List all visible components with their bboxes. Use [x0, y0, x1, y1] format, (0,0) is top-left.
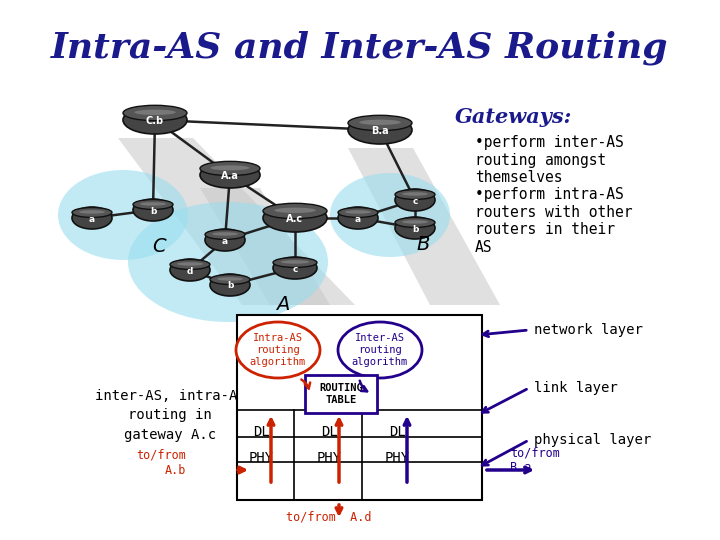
Text: network layer: network layer	[534, 323, 643, 337]
Ellipse shape	[177, 262, 203, 266]
Text: physical layer: physical layer	[534, 433, 652, 447]
Ellipse shape	[140, 202, 166, 206]
Ellipse shape	[395, 218, 435, 227]
Text: A.a: A.a	[221, 171, 239, 181]
Bar	[305, 375, 377, 413]
Text: d: d	[186, 267, 193, 275]
Ellipse shape	[281, 260, 310, 264]
Text: c: c	[292, 265, 297, 273]
Ellipse shape	[123, 105, 187, 121]
Ellipse shape	[338, 207, 378, 229]
Ellipse shape	[348, 116, 412, 131]
Text: PHY: PHY	[316, 451, 341, 465]
Ellipse shape	[205, 230, 245, 239]
Text: Gateways:: Gateways:	[455, 107, 572, 127]
Polygon shape	[118, 138, 355, 305]
Text: b: b	[150, 206, 156, 215]
Text: to/from
B.a: to/from B.a	[510, 446, 560, 474]
Text: inter-AS, intra-AS
routing in
gateway A.c: inter-AS, intra-AS routing in gateway A.…	[94, 388, 246, 442]
Ellipse shape	[212, 232, 238, 235]
Ellipse shape	[236, 322, 320, 378]
Ellipse shape	[210, 274, 250, 285]
Text: a: a	[222, 237, 228, 246]
Ellipse shape	[395, 190, 435, 199]
Ellipse shape	[133, 199, 173, 221]
Text: to/from
A.b: to/from A.b	[136, 449, 186, 477]
Ellipse shape	[123, 106, 187, 134]
Bar	[237, 315, 482, 500]
Ellipse shape	[79, 210, 105, 214]
Ellipse shape	[273, 258, 317, 267]
Text: themselves: themselves	[475, 170, 562, 185]
Ellipse shape	[58, 170, 188, 260]
Ellipse shape	[273, 257, 317, 279]
Text: routers in their: routers in their	[475, 222, 615, 238]
Ellipse shape	[359, 119, 401, 125]
Ellipse shape	[402, 220, 428, 224]
Text: B: B	[416, 235, 430, 254]
Ellipse shape	[395, 217, 435, 239]
Ellipse shape	[345, 210, 371, 214]
Text: to/from  A.d: to/from A.d	[287, 510, 372, 523]
Ellipse shape	[134, 110, 176, 115]
Ellipse shape	[217, 277, 243, 281]
Ellipse shape	[338, 207, 378, 218]
Text: A.c: A.c	[287, 214, 304, 224]
Text: PHY: PHY	[384, 451, 410, 465]
Text: b: b	[227, 281, 233, 291]
Ellipse shape	[348, 116, 412, 144]
Text: DL: DL	[389, 425, 405, 439]
Text: A: A	[276, 294, 289, 314]
Polygon shape	[348, 148, 500, 305]
Ellipse shape	[200, 161, 260, 176]
Text: a: a	[355, 214, 361, 224]
Ellipse shape	[72, 207, 112, 218]
Text: •perform intra-AS: •perform intra-AS	[475, 187, 624, 202]
Text: Intra-AS
routing
algorithm: Intra-AS routing algorithm	[250, 333, 306, 367]
Polygon shape	[200, 188, 330, 305]
Text: link layer: link layer	[534, 381, 618, 395]
Text: ROUTING
TABLE: ROUTING TABLE	[319, 383, 363, 405]
Text: C.b: C.b	[146, 116, 164, 126]
Ellipse shape	[72, 207, 112, 229]
Ellipse shape	[402, 192, 428, 195]
Ellipse shape	[338, 322, 422, 378]
Ellipse shape	[210, 274, 250, 296]
Ellipse shape	[170, 259, 210, 281]
Text: DL: DL	[253, 425, 269, 439]
Ellipse shape	[128, 202, 328, 322]
Text: AS: AS	[475, 240, 492, 255]
Text: B.a: B.a	[372, 126, 389, 136]
Ellipse shape	[205, 229, 245, 251]
Text: •perform inter-AS: •perform inter-AS	[475, 135, 624, 150]
Ellipse shape	[200, 162, 260, 188]
Text: routers with other: routers with other	[475, 205, 632, 220]
Ellipse shape	[210, 165, 250, 170]
Text: PHY: PHY	[248, 451, 274, 465]
Ellipse shape	[263, 203, 327, 219]
Ellipse shape	[330, 173, 450, 257]
Text: c: c	[413, 197, 418, 206]
Ellipse shape	[263, 204, 327, 232]
Ellipse shape	[274, 207, 316, 213]
Text: Intra-AS and Inter-AS Routing: Intra-AS and Inter-AS Routing	[51, 31, 669, 65]
Text: C: C	[152, 237, 166, 256]
Text: Inter-AS
routing
algorithm: Inter-AS routing algorithm	[352, 333, 408, 367]
Text: b: b	[412, 225, 418, 233]
Text: DL: DL	[320, 425, 338, 439]
Text: a: a	[89, 214, 95, 224]
Ellipse shape	[395, 189, 435, 211]
Ellipse shape	[170, 260, 210, 269]
Text: routing amongst: routing amongst	[475, 152, 606, 167]
Ellipse shape	[133, 200, 173, 210]
